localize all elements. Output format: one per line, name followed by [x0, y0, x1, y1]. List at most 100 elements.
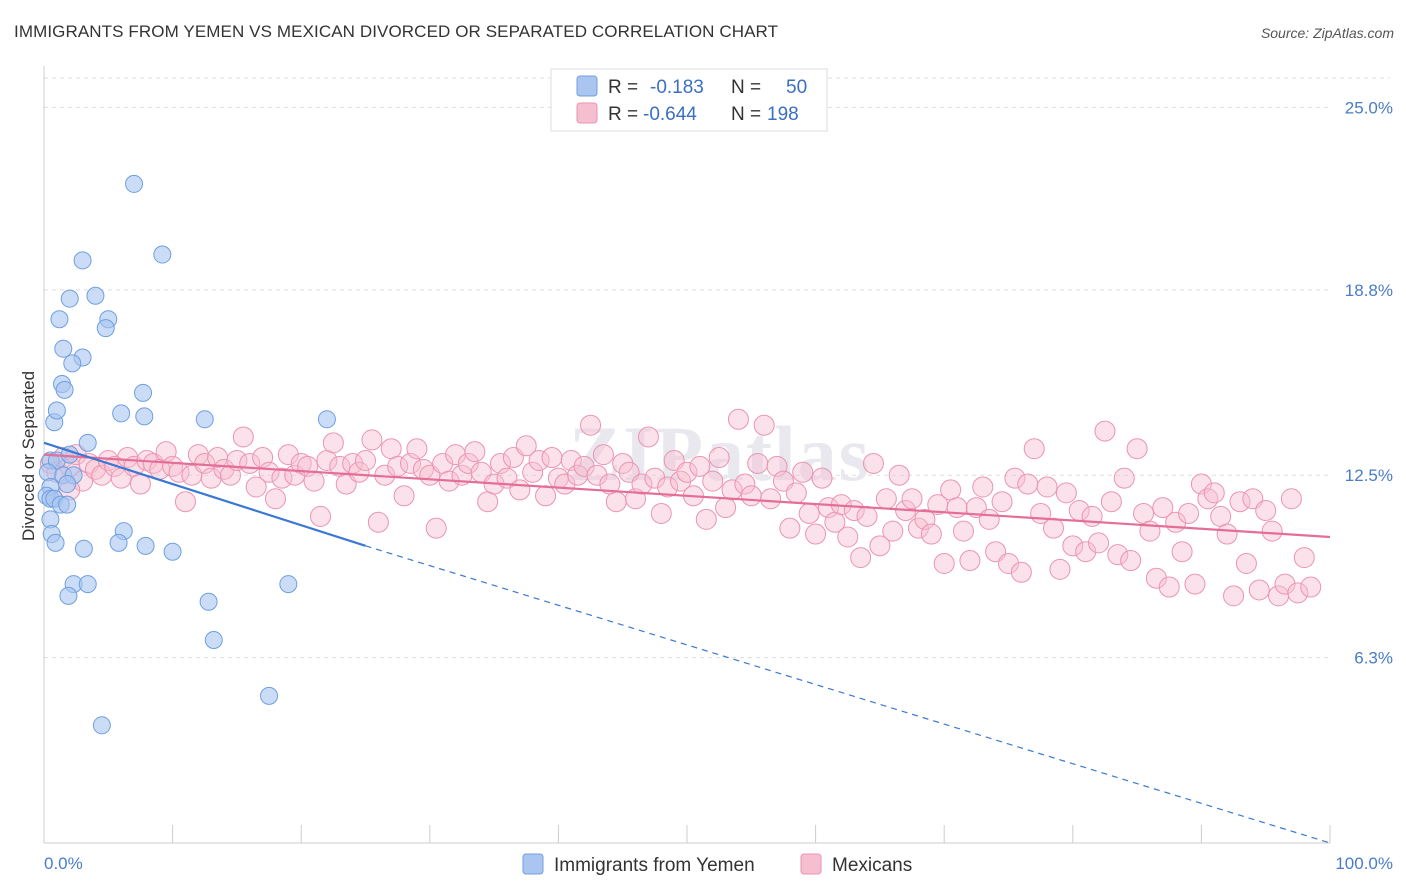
mexican-point — [972, 476, 994, 498]
mexican-point — [862, 452, 884, 474]
mexican-point — [1107, 544, 1129, 566]
mexican-point — [702, 470, 724, 492]
mexican-point — [715, 497, 737, 519]
mexican-point — [650, 502, 672, 524]
yemen-point — [153, 245, 172, 264]
mexican-point — [1274, 573, 1296, 595]
chart-source: Source: ZipAtlas.com — [1260, 25, 1394, 41]
yemen-point — [136, 536, 155, 555]
mexican-point — [232, 426, 254, 448]
y-tick-labels: 6.3% 12.5% 18.8% 25.0% — [1345, 98, 1393, 667]
mexican-point — [1094, 420, 1116, 442]
mexican-point — [779, 517, 801, 539]
yemen-point — [134, 383, 153, 402]
mexican-point — [535, 485, 557, 507]
top-legend: R = -0.183 N = 50 R = -0.644 N = 198 — [550, 68, 828, 132]
mexican-point — [1216, 523, 1238, 545]
mexican-point — [1017, 473, 1039, 495]
y-tick-label: 12.5% — [1345, 466, 1393, 485]
mexican-point — [348, 461, 370, 483]
mexican-point — [1062, 535, 1084, 557]
mexican-point — [708, 447, 730, 469]
mexican-point — [1158, 576, 1180, 598]
legend-n-value-mexicans: 198 — [767, 104, 799, 125]
yemen-point — [78, 575, 97, 594]
yemen-point — [195, 410, 214, 429]
mexican-point — [1280, 488, 1302, 510]
bottom-legend-label-mexicans: Mexicans — [832, 855, 912, 876]
yemen-point — [112, 404, 131, 423]
bottom-legend-swatch-yemen — [522, 853, 544, 875]
mexican-point — [760, 488, 782, 510]
mexican-point — [1255, 500, 1277, 522]
yemen-point — [58, 495, 77, 514]
mexican-point — [245, 476, 267, 498]
mexican-point — [380, 438, 402, 460]
mexican-point — [952, 520, 974, 542]
yemen-point — [63, 354, 82, 373]
mexican-point — [875, 488, 897, 510]
mexican-point — [689, 455, 711, 477]
yemen-point — [163, 542, 182, 561]
yemen-point — [204, 630, 223, 649]
y-tick-label: 25.0% — [1345, 98, 1393, 117]
mexican-point — [271, 467, 293, 489]
mexican-point — [940, 479, 962, 501]
bottom-legend: Immigrants from Yemen Mexicans — [522, 853, 912, 876]
yemen-point — [125, 174, 144, 193]
yemen-point — [59, 586, 78, 605]
mexican-point — [1075, 541, 1097, 563]
mexican-point — [1293, 547, 1315, 569]
mexican-point — [522, 461, 544, 483]
yemen-point — [58, 475, 77, 494]
mexican-point — [1184, 573, 1206, 595]
mexican-point — [509, 479, 531, 501]
mexican-point — [1120, 550, 1142, 572]
mexican-point — [644, 467, 666, 489]
yemen-point — [38, 463, 57, 482]
trend-lines — [43, 441, 1331, 844]
mexican-point — [277, 444, 299, 466]
yemen-point — [46, 533, 65, 552]
chart-title: IMMIGRANTS FROM YEMEN VS MEXICAN DIVORCE… — [14, 22, 779, 41]
mexican-point — [888, 464, 910, 486]
bottom-legend-label-yemen: Immigrants from Yemen — [554, 855, 755, 876]
mexican-point — [998, 552, 1019, 574]
mexican-point — [753, 414, 775, 436]
mexican-point — [933, 552, 955, 574]
legend-n-label-yemen: N = — [731, 77, 761, 98]
mexican-point — [1036, 476, 1058, 498]
mexican-point — [213, 458, 235, 480]
mexican-point — [850, 547, 872, 569]
mexican-point — [1126, 438, 1148, 460]
mexican-point — [676, 461, 698, 483]
mexican-point — [612, 452, 634, 474]
mexican-point — [1113, 467, 1135, 489]
legend-r-value-yemen: -0.183 — [650, 77, 704, 98]
legend-swatch-mexicans — [576, 102, 598, 124]
mexican-point — [528, 450, 550, 471]
mexican-point — [1133, 502, 1155, 524]
mexican-point — [592, 444, 614, 466]
mexican-point — [457, 452, 479, 474]
mexican-point — [1178, 502, 1200, 524]
mexican-point — [425, 517, 447, 539]
legend-r-label-yemen: R = — [608, 77, 638, 98]
mexican-point — [355, 450, 376, 471]
mexican-point — [785, 482, 807, 504]
mexican-point — [586, 464, 608, 486]
mexican-point — [1152, 497, 1174, 519]
yemen-point — [317, 410, 336, 429]
mexican-point — [1197, 488, 1219, 510]
mexican-point — [805, 523, 827, 545]
mexican-point — [361, 429, 383, 451]
mexican-point — [637, 426, 659, 448]
mexican-point — [991, 491, 1013, 513]
mexican-point — [309, 505, 331, 527]
legend-r-label-mexicans: R = — [608, 104, 638, 125]
mexican-point — [734, 473, 756, 495]
x-tick-labels: 0.0% 100.0% — [44, 854, 1393, 873]
mexican-point — [1055, 482, 1077, 504]
grid — [44, 77, 1390, 659]
mexican-point — [580, 414, 602, 436]
